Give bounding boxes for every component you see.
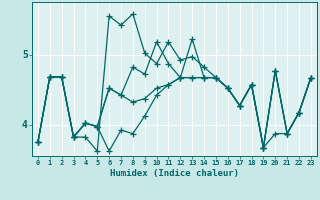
X-axis label: Humidex (Indice chaleur): Humidex (Indice chaleur) <box>110 169 239 178</box>
